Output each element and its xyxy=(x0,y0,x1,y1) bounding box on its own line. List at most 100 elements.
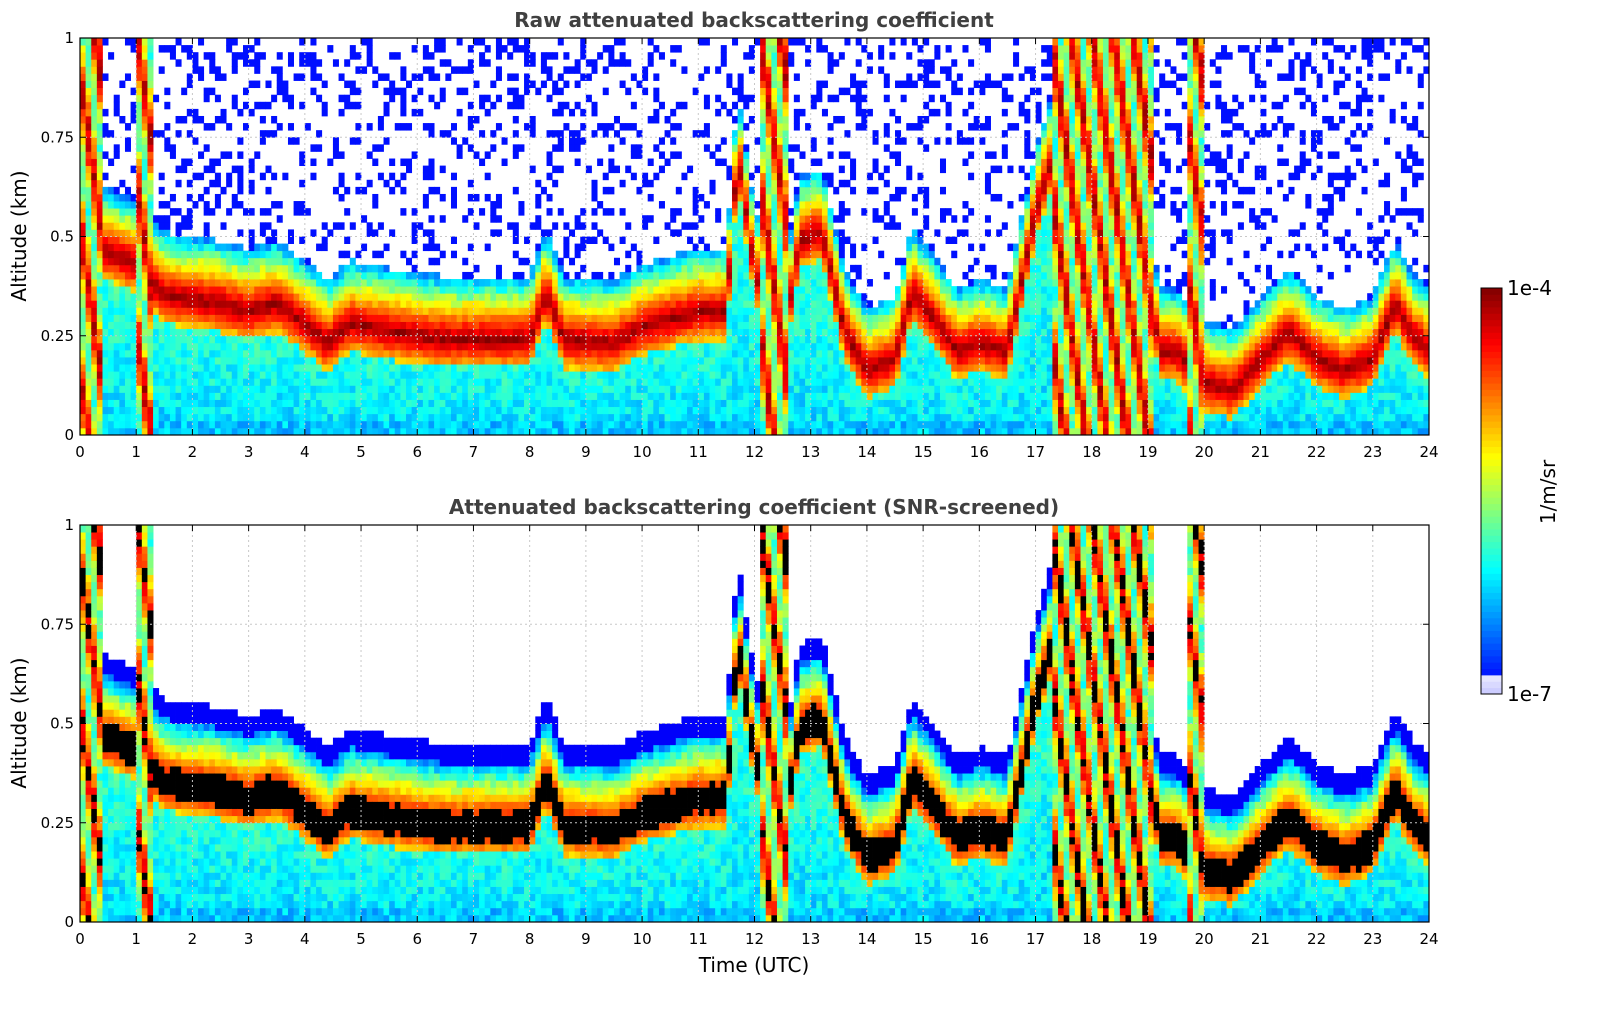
heatmap-cell xyxy=(569,321,576,330)
heatmap-cell xyxy=(771,108,778,117)
heatmap-cell xyxy=(85,286,92,294)
heatmap-cell xyxy=(827,349,834,358)
heatmap-cell xyxy=(450,314,457,322)
heatmap-cell xyxy=(186,406,193,415)
heatmap-cell xyxy=(473,307,480,315)
heatmap-cell xyxy=(259,420,266,429)
heatmap-cell xyxy=(692,208,699,216)
heatmap-cell xyxy=(203,243,210,252)
heatmap-cell xyxy=(827,307,834,315)
heatmap-cell xyxy=(417,335,424,344)
heatmap-cell xyxy=(428,130,435,138)
heatmap-cell xyxy=(703,349,710,358)
heatmap-cell xyxy=(198,264,205,273)
heatmap-cell xyxy=(85,399,92,408)
heatmap-cell xyxy=(507,342,514,351)
heatmap-cell xyxy=(552,349,559,358)
heatmap-cell xyxy=(214,371,221,379)
heatmap-cell xyxy=(287,349,294,358)
heatmap-cell xyxy=(108,413,115,422)
heatmap-cell xyxy=(838,364,845,372)
heatmap-cell xyxy=(698,257,705,266)
heatmap-cell xyxy=(737,427,744,436)
heatmap-cell xyxy=(670,151,677,159)
heatmap-cell xyxy=(850,385,857,393)
heatmap-cell xyxy=(540,250,547,259)
heatmap-cell xyxy=(855,314,862,322)
heatmap-cell xyxy=(602,286,609,294)
heatmap-cell xyxy=(175,293,182,301)
heatmap-cell xyxy=(495,123,502,131)
heatmap-cell xyxy=(743,399,750,408)
heatmap-cell xyxy=(406,427,413,436)
heatmap-cell xyxy=(226,243,233,252)
heatmap-cell xyxy=(743,271,750,280)
heatmap-cell xyxy=(732,165,739,174)
heatmap-cell xyxy=(850,307,857,315)
heatmap-cell xyxy=(642,264,649,273)
heatmap-cell xyxy=(175,335,182,344)
heatmap-cell xyxy=(692,286,699,294)
heatmap-cell xyxy=(765,144,772,152)
heatmap-cell xyxy=(726,257,733,266)
heatmap-cell xyxy=(282,264,289,273)
heatmap-cell xyxy=(833,314,840,322)
heatmap-cell xyxy=(192,378,199,386)
heatmap-cell xyxy=(411,307,418,315)
heatmap-cell xyxy=(765,342,772,351)
heatmap-cell xyxy=(136,357,143,365)
heatmap-cell xyxy=(681,357,688,365)
heatmap-cell xyxy=(501,321,508,330)
heatmap-cell xyxy=(653,115,660,124)
heatmap-cell xyxy=(332,186,339,195)
heatmap-cell xyxy=(765,250,772,259)
heatmap-cell xyxy=(838,87,845,96)
heatmap-cell xyxy=(304,385,311,393)
heatmap-cell xyxy=(237,257,244,266)
heatmap-cell xyxy=(203,123,210,131)
heatmap-cell xyxy=(91,94,98,103)
heatmap-cell xyxy=(507,101,514,110)
heatmap-cell xyxy=(181,45,188,53)
heatmap-cell xyxy=(771,321,778,330)
heatmap-cell xyxy=(703,427,710,436)
heatmap-cell xyxy=(181,300,188,308)
heatmap-cell xyxy=(557,208,564,216)
heatmap-cell xyxy=(220,307,227,315)
heatmap-cell xyxy=(113,215,120,223)
heatmap-cell xyxy=(574,293,581,301)
heatmap-cell xyxy=(574,399,581,408)
heatmap-cell xyxy=(96,73,103,81)
heatmap-cell xyxy=(670,427,677,436)
heatmap-cell xyxy=(383,328,390,337)
heatmap-cell xyxy=(720,137,727,145)
heatmap-cell xyxy=(552,406,559,415)
heatmap-cell xyxy=(383,87,390,96)
heatmap-cell xyxy=(124,357,131,365)
heatmap-cell xyxy=(597,158,604,167)
heatmap-cell xyxy=(226,328,233,337)
heatmap-cell xyxy=(355,427,362,436)
heatmap-cell xyxy=(473,264,480,273)
heatmap-cell xyxy=(850,243,857,252)
heatmap-cell xyxy=(254,300,261,308)
heatmap-cell xyxy=(692,250,699,259)
heatmap-cell xyxy=(158,286,165,294)
heatmap-cell xyxy=(748,208,755,216)
heatmap-cell xyxy=(428,215,435,223)
heatmap-cell xyxy=(765,87,772,96)
heatmap-cell xyxy=(670,123,677,131)
heatmap-cell xyxy=(833,399,840,408)
heatmap-cell xyxy=(681,264,688,273)
heatmap-cell xyxy=(96,286,103,294)
heatmap-cell xyxy=(462,385,469,393)
heatmap-cell xyxy=(748,115,755,124)
heatmap-cell xyxy=(130,300,137,308)
heatmap-cell xyxy=(445,321,452,330)
heatmap-cell xyxy=(732,385,739,393)
heatmap-cell xyxy=(254,378,261,386)
heatmap-cell xyxy=(619,357,626,365)
heatmap-cell xyxy=(703,250,710,259)
heatmap-cell xyxy=(209,243,216,252)
heatmap-cell xyxy=(119,406,126,415)
